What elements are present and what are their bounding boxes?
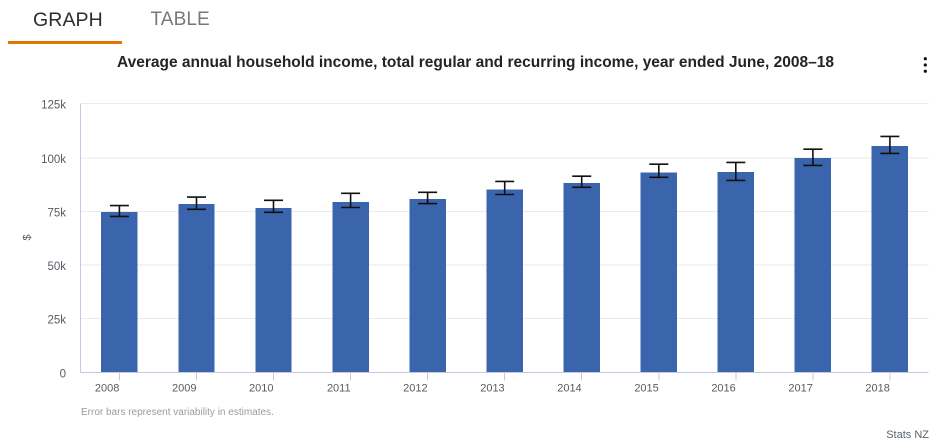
svg-text:2009: 2009 <box>172 383 196 395</box>
svg-text:2018: 2018 <box>865 383 889 395</box>
svg-text:50k: 50k <box>47 261 66 273</box>
svg-text:2016: 2016 <box>711 383 735 395</box>
svg-text:2015: 2015 <box>634 383 658 395</box>
svg-text:2012: 2012 <box>403 383 427 395</box>
svg-text:125k: 125k <box>41 100 66 112</box>
svg-text:2011: 2011 <box>327 383 351 395</box>
svg-text:$: $ <box>22 234 34 240</box>
svg-text:2010: 2010 <box>249 383 273 395</box>
svg-text:25k: 25k <box>47 315 66 327</box>
svg-text:2014: 2014 <box>557 383 581 395</box>
svg-text:75k: 75k <box>47 207 66 219</box>
svg-text:2017: 2017 <box>788 383 812 395</box>
svg-text:2013: 2013 <box>480 383 504 395</box>
svg-text:100k: 100k <box>41 154 66 166</box>
svg-text:2008: 2008 <box>95 383 119 395</box>
svg-text:0: 0 <box>60 368 66 380</box>
